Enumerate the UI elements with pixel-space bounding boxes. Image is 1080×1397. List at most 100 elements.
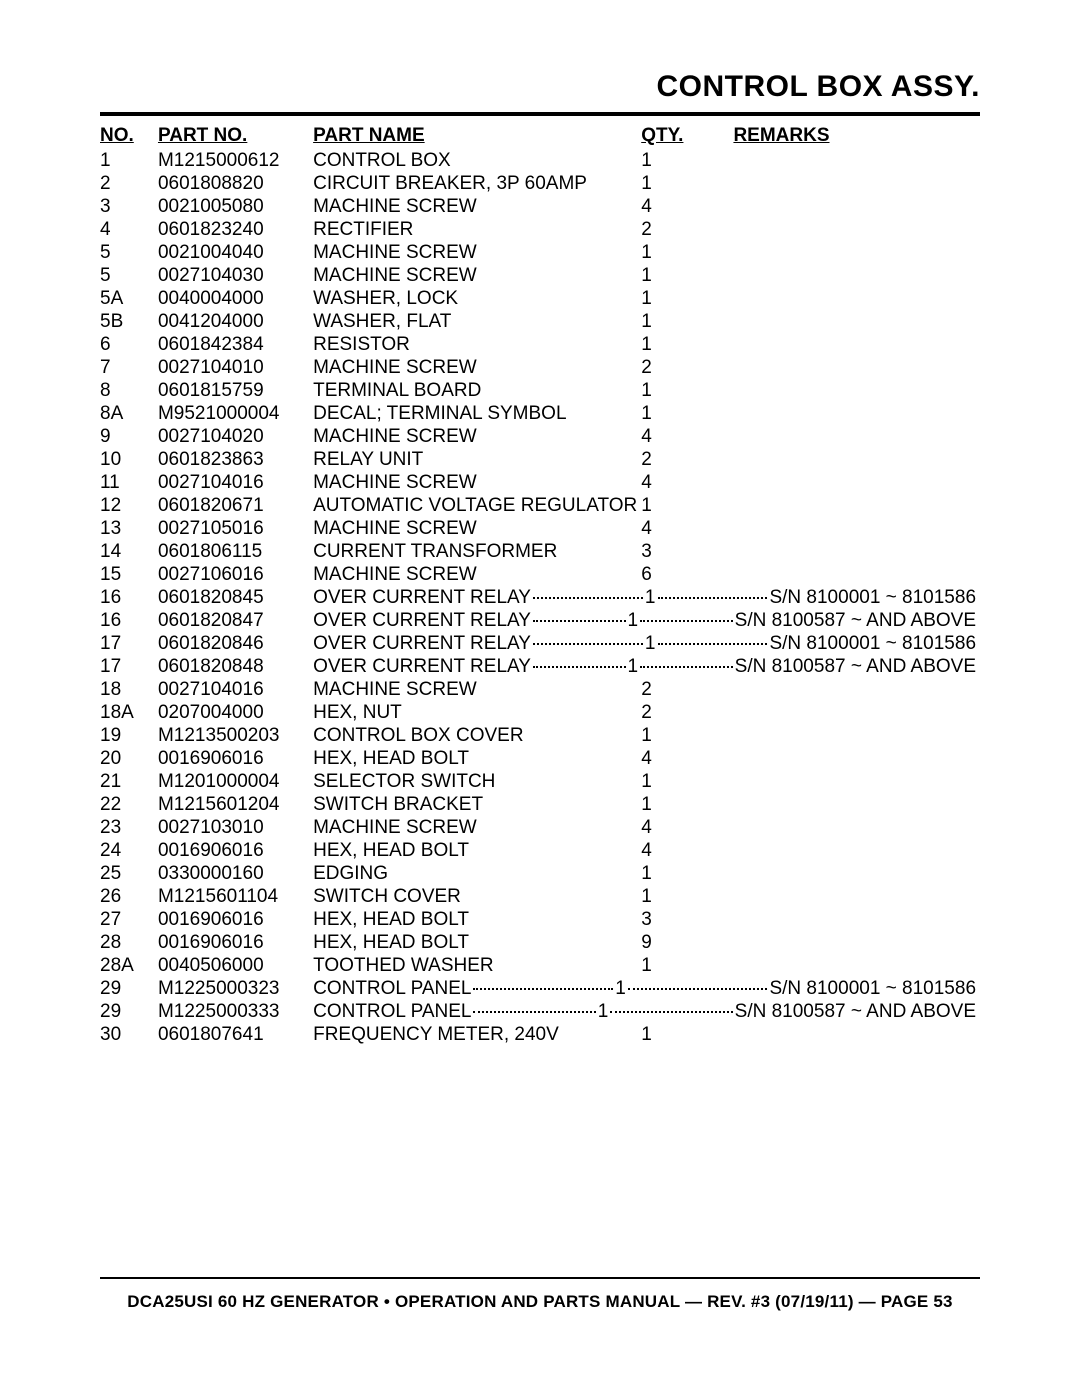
- cell-name: HEX, HEAD BOLT: [313, 908, 641, 931]
- table-row: 21M1201000004SELECTOR SWITCH1: [100, 770, 980, 793]
- cell-no: 4: [100, 218, 158, 241]
- cell-qty: 1: [641, 333, 733, 356]
- cell-qty: 3: [641, 908, 733, 931]
- cell-no: 21: [100, 770, 158, 793]
- leader-dots: [533, 666, 626, 668]
- cell-part: M1225000323: [158, 977, 313, 1000]
- cell-remarks: [733, 885, 980, 908]
- leader-dots: [533, 620, 626, 622]
- cell-part: 0040004000: [158, 287, 313, 310]
- table-row: 29M1225000333CONTROL PANEL1S/N 8100587 ~…: [100, 1000, 980, 1023]
- cell-part: 0027104010: [158, 356, 313, 379]
- cell-name: CONTROL BOX COVER: [313, 724, 641, 747]
- cell-remarks: [733, 747, 980, 770]
- cell-remarks: [733, 954, 980, 977]
- cell-no: 18: [100, 678, 158, 701]
- part-name: OVER CURRENT RELAY: [313, 609, 531, 632]
- cell-no: 15: [100, 563, 158, 586]
- cell-name: HEX, HEAD BOLT: [313, 747, 641, 770]
- footer-text: DCA25USI 60 HZ GENERATOR • OPERATION AND…: [0, 1292, 1080, 1312]
- cell-name: WASHER, LOCK: [313, 287, 641, 310]
- cell-no: 11: [100, 471, 158, 494]
- cell-part: 0027104030: [158, 264, 313, 287]
- cell-part: 0027104016: [158, 678, 313, 701]
- leader-dots: [640, 666, 733, 668]
- cell-remarks: [733, 448, 980, 471]
- qty: 1: [628, 655, 639, 678]
- cell-no: 5: [100, 241, 158, 264]
- cell-remarks: [733, 402, 980, 425]
- cell-qty: 1: [641, 172, 733, 195]
- cell-qty: 1: [641, 402, 733, 425]
- cell-part: 0040506000: [158, 954, 313, 977]
- cell-name-qty-rem: OVER CURRENT RELAY1S/N 8100001 ~ 8101586: [313, 586, 980, 609]
- cell-qty: 1: [641, 241, 733, 264]
- leader-dots: [533, 597, 643, 599]
- title-rule: [100, 112, 980, 116]
- cell-remarks: [733, 356, 980, 379]
- cell-name: WASHER, FLAT: [313, 310, 641, 333]
- cell-part: 0021005080: [158, 195, 313, 218]
- cell-part: 0027106016: [158, 563, 313, 586]
- cell-no: 6: [100, 333, 158, 356]
- cell-name-qty-rem: CONTROL PANEL1S/N 8100587 ~ AND ABOVE: [313, 1000, 980, 1023]
- cell-no: 16: [100, 609, 158, 632]
- table-row: 240016906016HEX, HEAD BOLT4: [100, 839, 980, 862]
- cell-part: 0027103010: [158, 816, 313, 839]
- cell-no: 5B: [100, 310, 158, 333]
- cell-name: MACHINE SCREW: [313, 241, 641, 264]
- qty: 1: [615, 977, 626, 1000]
- table-row: 270016906016HEX, HEAD BOLT3: [100, 908, 980, 931]
- cell-name: DECAL; TERMINAL SYMBOL: [313, 402, 641, 425]
- cell-part: 0601808820: [158, 172, 313, 195]
- page-title: CONTROL BOX ASSY.: [100, 70, 980, 104]
- cell-name: CURRENT TRANSFORMER: [313, 540, 641, 563]
- table-row: 140601806115CURRENT TRANSFORMER3: [100, 540, 980, 563]
- col-header-no: NO.: [100, 124, 158, 149]
- leader-dots: [640, 620, 733, 622]
- cell-remarks: [733, 172, 980, 195]
- cell-no: 7: [100, 356, 158, 379]
- table-row: 5A0040004000WASHER, LOCK1: [100, 287, 980, 310]
- leader-dots: [658, 597, 768, 599]
- cell-name: MACHINE SCREW: [313, 517, 641, 540]
- cell-qty: 2: [641, 356, 733, 379]
- cell-remarks: [733, 816, 980, 839]
- cell-remarks: [733, 678, 980, 701]
- cell-remarks: [733, 425, 980, 448]
- cell-no: 2: [100, 172, 158, 195]
- cell-qty: 1: [641, 885, 733, 908]
- cell-qty: 4: [641, 471, 733, 494]
- table-row: 180027104016MACHINE SCREW2: [100, 678, 980, 701]
- cell-part: 0601815759: [158, 379, 313, 402]
- cell-name: MACHINE SCREW: [313, 563, 641, 586]
- cell-no: 20: [100, 747, 158, 770]
- table-row: 160601820847OVER CURRENT RELAY1S/N 81005…: [100, 609, 980, 632]
- cell-no: 30: [100, 1023, 158, 1046]
- cell-name-qty-rem: OVER CURRENT RELAY1S/N 8100587 ~ AND ABO…: [313, 655, 980, 678]
- cell-qty: 4: [641, 816, 733, 839]
- qty: 1: [645, 586, 656, 609]
- cell-qty: 3: [641, 540, 733, 563]
- cell-name: HEX, HEAD BOLT: [313, 931, 641, 954]
- table-row: 130027105016MACHINE SCREW4: [100, 517, 980, 540]
- cell-name: AUTOMATIC VOLTAGE REGULATOR: [313, 494, 641, 517]
- parts-table-body: 1M1215000612CONTROL BOX120601808820CIRCU…: [100, 149, 980, 1046]
- cell-name: RESISTOR: [313, 333, 641, 356]
- cell-part: 0601820847: [158, 609, 313, 632]
- remarks: S/N 8100001 ~ 8101586: [769, 586, 976, 609]
- cell-name: MACHINE SCREW: [313, 264, 641, 287]
- cell-remarks: [733, 540, 980, 563]
- cell-qty: 1: [641, 149, 733, 172]
- remarks: S/N 8100001 ~ 8101586: [769, 977, 976, 1000]
- cell-name: MACHINE SCREW: [313, 816, 641, 839]
- cell-no: 29: [100, 977, 158, 1000]
- table-row: 120601820671AUTOMATIC VOLTAGE REGULATOR1: [100, 494, 980, 517]
- cell-name: SELECTOR SWITCH: [313, 770, 641, 793]
- cell-remarks: [733, 471, 980, 494]
- table-row: 150027106016MACHINE SCREW6: [100, 563, 980, 586]
- leader-dots: [628, 988, 768, 990]
- cell-no: 1: [100, 149, 158, 172]
- cell-name: HEX, HEAD BOLT: [313, 839, 641, 862]
- cell-name-qty-rem: CONTROL PANEL1S/N 8100001 ~ 8101586: [313, 977, 980, 1000]
